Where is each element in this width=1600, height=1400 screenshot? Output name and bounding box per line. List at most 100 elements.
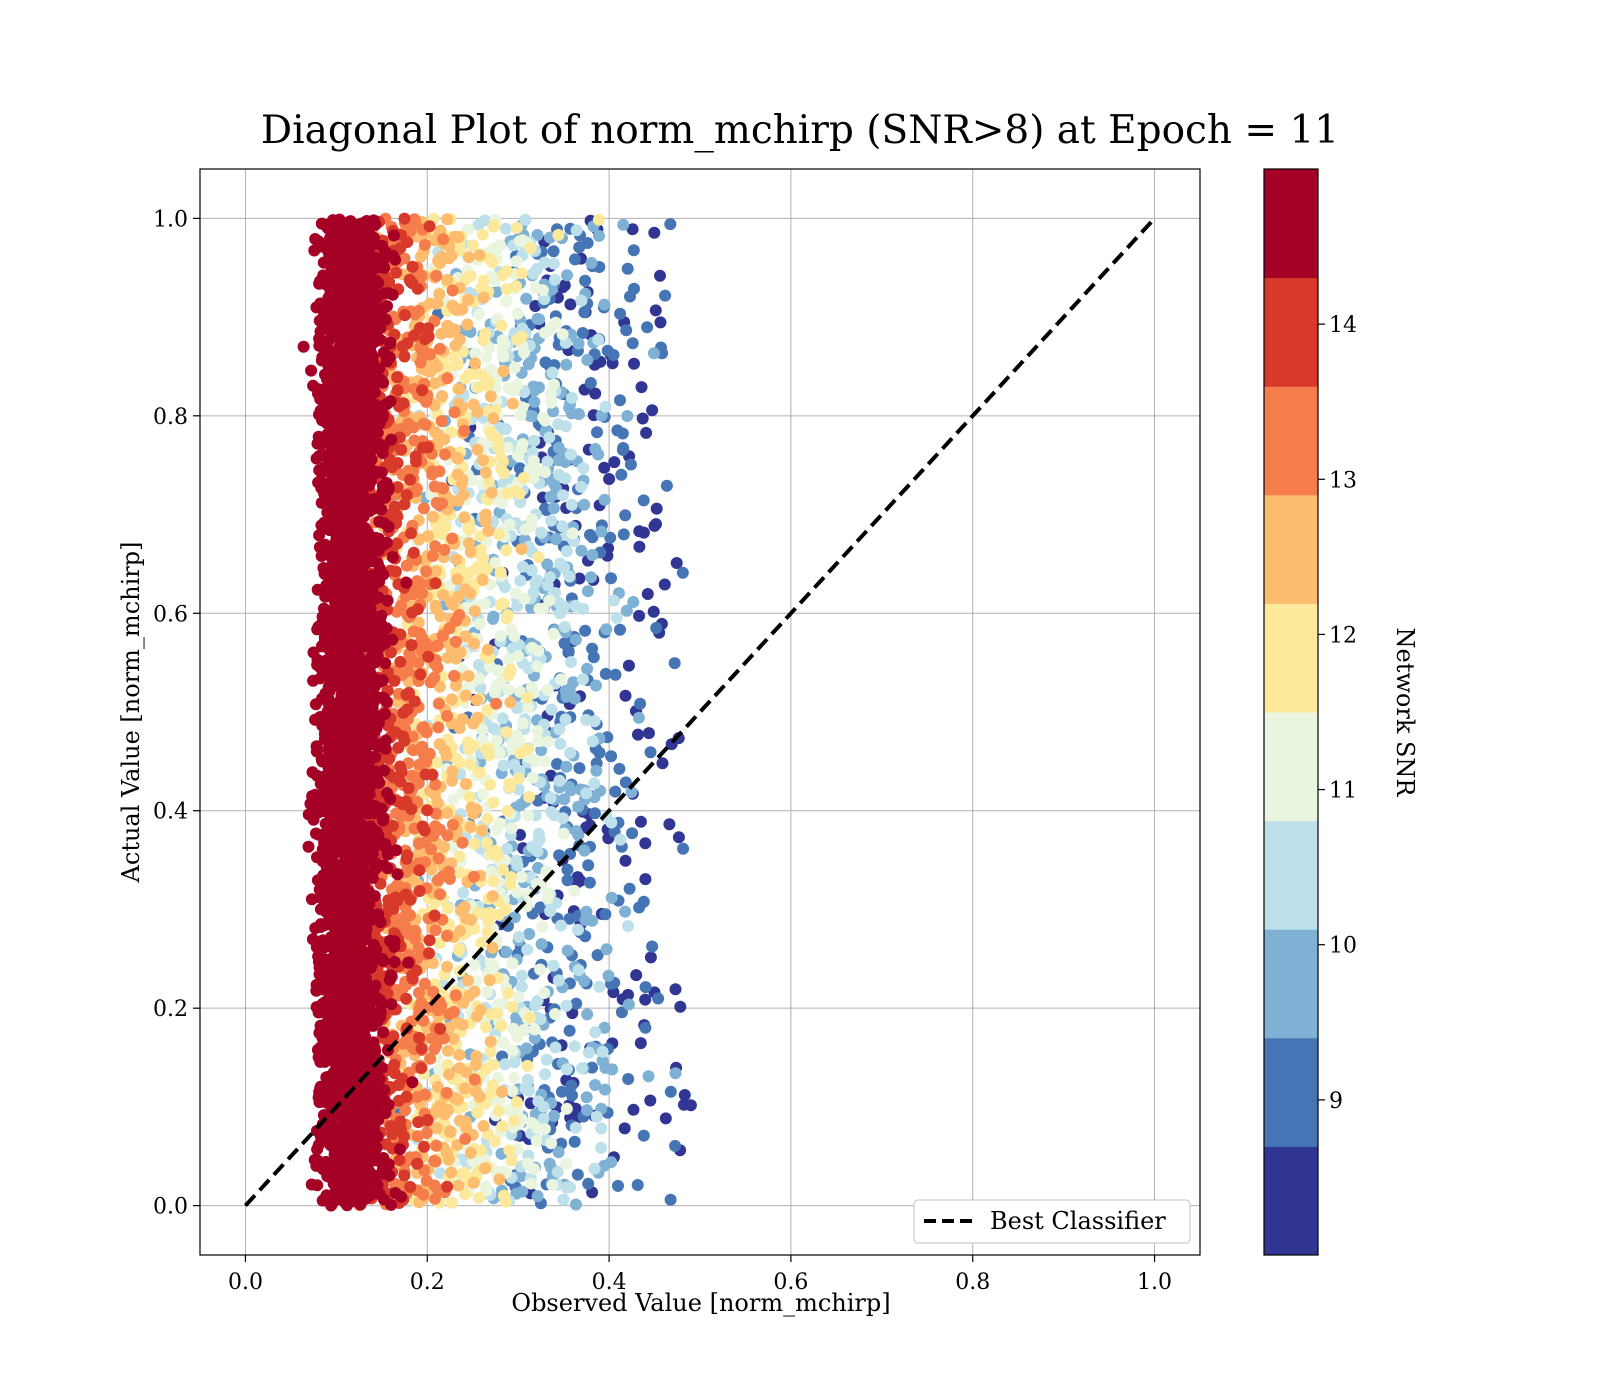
- data-point: [619, 854, 632, 867]
- data-point: [457, 886, 470, 899]
- data-point: [587, 651, 600, 664]
- data-point: [504, 781, 516, 794]
- data-point: [386, 249, 399, 262]
- data-point: [414, 322, 427, 334]
- data-point: [573, 241, 586, 254]
- data-point: [586, 531, 599, 544]
- data-point: [516, 717, 529, 730]
- data-point: [398, 309, 411, 322]
- data-point: [483, 376, 496, 389]
- data-point: [459, 630, 472, 643]
- data-point: [533, 381, 545, 394]
- data-point: [468, 605, 481, 618]
- data-point: [543, 1157, 556, 1170]
- data-point: [605, 572, 617, 585]
- data-point: [516, 401, 529, 414]
- data-point: [524, 409, 536, 422]
- data-point: [370, 274, 383, 287]
- data-point: [593, 980, 606, 993]
- data-point: [538, 293, 551, 306]
- data-point: [464, 913, 477, 926]
- data-point: [440, 1086, 453, 1099]
- data-point: [385, 998, 398, 1011]
- data-point: [596, 1045, 609, 1058]
- data-point: [604, 531, 617, 544]
- data-point: [404, 1181, 417, 1193]
- data-point: [507, 1071, 520, 1084]
- data-point: [367, 375, 379, 388]
- data-point: [552, 1146, 565, 1159]
- data-point: [502, 683, 515, 696]
- data-point: [561, 944, 574, 957]
- data-point: [305, 364, 318, 377]
- data-point: [392, 741, 405, 754]
- data-point: [452, 1179, 465, 1192]
- data-point: [578, 975, 591, 987]
- data-point: [644, 1094, 657, 1107]
- data-point: [512, 930, 525, 943]
- data-point: [411, 282, 424, 295]
- data-point: [589, 1079, 602, 1091]
- data-point: [377, 1026, 390, 1039]
- data-point: [557, 1193, 570, 1206]
- data-point: [521, 1059, 534, 1072]
- data-point: [536, 284, 549, 297]
- data-point: [590, 764, 603, 777]
- data-point: [514, 828, 526, 841]
- data-point: [598, 1159, 611, 1172]
- data-point: [554, 737, 567, 750]
- data-point: [618, 1122, 631, 1135]
- data-point: [421, 530, 434, 543]
- data-point: [570, 224, 583, 237]
- data-point: [492, 528, 505, 541]
- data-point: [564, 298, 577, 311]
- data-point: [641, 588, 654, 600]
- data-point: [591, 949, 604, 962]
- data-point: [488, 1134, 501, 1147]
- data-point: [614, 833, 627, 846]
- data-point: [479, 1063, 492, 1076]
- data-point: [381, 787, 394, 799]
- data-point: [572, 923, 584, 936]
- data-point: [440, 929, 453, 942]
- data-point: [405, 527, 417, 540]
- data-point: [388, 1067, 401, 1080]
- data-point: [535, 938, 548, 951]
- data-point: [569, 1198, 582, 1211]
- data-point: [370, 261, 383, 274]
- data-point: [448, 669, 461, 682]
- data-point: [421, 1114, 434, 1126]
- data-point: [437, 233, 450, 246]
- data-point: [497, 997, 509, 1010]
- data-point: [446, 598, 459, 611]
- data-point: [546, 366, 559, 379]
- data-point: [566, 1089, 578, 1102]
- data-point: [446, 765, 459, 778]
- data-point: [486, 941, 499, 954]
- data-point: [480, 837, 493, 850]
- data-point: [523, 790, 536, 803]
- data-point: [506, 397, 519, 410]
- data-point: [658, 578, 671, 591]
- data-point: [552, 454, 565, 467]
- data-point: [446, 774, 458, 787]
- data-point: [429, 540, 442, 553]
- data-point: [545, 514, 558, 527]
- data-point: [494, 566, 507, 579]
- data-point: [568, 884, 581, 897]
- data-point: [462, 251, 475, 264]
- data-point: [617, 218, 630, 231]
- data-point: [563, 570, 576, 583]
- data-point: [656, 347, 669, 360]
- data-point: [529, 577, 542, 590]
- data-point: [555, 1085, 568, 1098]
- data-point: [533, 602, 546, 615]
- data-point: [500, 295, 513, 308]
- data-point: [431, 360, 444, 373]
- data-point: [521, 691, 534, 704]
- data-point: [521, 1157, 534, 1170]
- data-point: [670, 557, 683, 569]
- data-point: [463, 743, 476, 756]
- data-point: [472, 367, 485, 380]
